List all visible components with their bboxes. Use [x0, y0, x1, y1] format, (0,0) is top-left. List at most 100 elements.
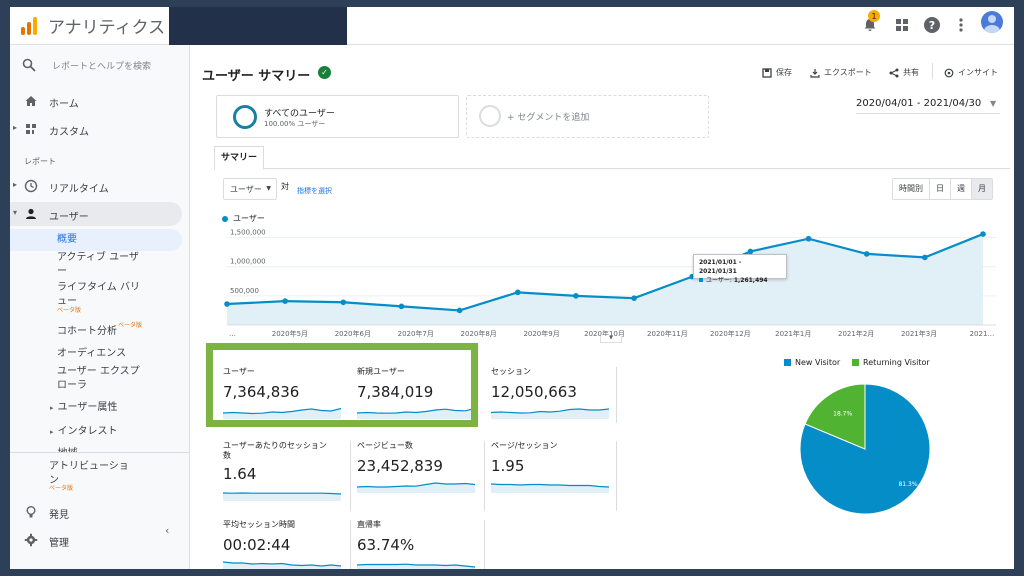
account-avatar[interactable]: [981, 11, 1003, 33]
date-range-picker[interactable]: 2020/04/01 - 2021/04/30: [856, 98, 982, 109]
sidebar-subitem-interests[interactable]: ▸ インタレスト: [50, 422, 118, 437]
sidebar-item-label: ホーム: [49, 99, 79, 110]
period-week-button[interactable]: 週: [951, 179, 972, 199]
expand-arrow-icon: ▸: [50, 450, 54, 452]
visitor-pie-chart[interactable]: 18.7% 81.3%: [795, 379, 935, 519]
legend-label: ユーザー: [233, 214, 265, 223]
segment-percentage: 100.00% ユーザー: [264, 120, 326, 128]
scorecard-name: ユーザー: [223, 367, 255, 376]
account-selector-redacted[interactable]: [169, 7, 347, 45]
x-tick-label: 2021年1月: [775, 329, 811, 338]
analytics-logo-icon[interactable]: [18, 15, 40, 37]
notifications-bell-icon[interactable]: 1: [860, 10, 880, 35]
sidebar-subitem-label: ユーザー属性: [57, 402, 118, 413]
chevron-down-icon[interactable]: ▼: [990, 99, 997, 108]
sidebar-subitem-geo[interactable]: ▸ 地域: [50, 444, 78, 452]
sparkline-line: [491, 483, 609, 488]
scorecard-value: 00:02:44: [223, 536, 291, 554]
pie-slice-new-visitor[interactable]: [799, 383, 931, 515]
chart-expand-handle[interactable]: ▼: [600, 336, 622, 343]
x-tick-label: 2020年11月: [647, 329, 688, 338]
tooltip-period: 2021/01/01 - 2021/01/31: [699, 259, 742, 275]
period-month-button[interactable]: 月: [972, 179, 992, 199]
data-point[interactable]: [456, 307, 463, 314]
sidebar-item-label: カスタム: [49, 127, 89, 138]
insights-icon: [944, 68, 954, 77]
data-point[interactable]: [340, 299, 347, 306]
sidebar-item-home[interactable]: ホーム: [10, 89, 182, 113]
y-tick-label: 1,000,000: [230, 258, 266, 266]
pie-slice-returning-visitor[interactable]: [804, 383, 866, 450]
sidebar-subitem-lifetime-value[interactable]: ライフタイム バリ ュー ベータ版: [10, 281, 182, 317]
select-metric-link[interactable]: 指標を選択: [297, 187, 332, 195]
scorecard[interactable]: 直帰率 63.74%: [354, 520, 476, 569]
legend-label: Returning Visitor: [863, 358, 930, 367]
period-day-button[interactable]: 日: [930, 179, 951, 199]
scorecard[interactable]: ページ/セッション 1.95: [488, 441, 610, 497]
sidebar-item-users[interactable]: ▾ ユーザー: [10, 202, 182, 226]
export-button[interactable]: エクスポート: [810, 67, 872, 78]
save-button[interactable]: 保存: [762, 67, 792, 78]
sidebar-subitem-active-users[interactable]: アクティブ ユーザ ー: [10, 251, 182, 279]
data-point[interactable]: [922, 254, 928, 261]
help-icon[interactable]: ?: [922, 15, 942, 35]
data-point[interactable]: [980, 231, 986, 237]
scorecard-name: 新規ユーザー: [357, 367, 405, 376]
x-tick-label: 2020年9月: [523, 329, 559, 338]
sparkline-area: [357, 408, 475, 419]
segment-all-users[interactable]: すべてのユーザー 100.00% ユーザー: [216, 95, 459, 138]
sidebar-subitem-label: アクティブ ユーザ: [57, 252, 139, 263]
sidebar-item-discover[interactable]: 発見: [10, 500, 182, 524]
scorecard[interactable]: 新規ユーザー 7,384,019: [354, 367, 476, 423]
data-point[interactable]: [631, 295, 637, 301]
sidebar-item-realtime[interactable]: ▸ リアルタイム: [10, 174, 182, 198]
scorecard[interactable]: ユーザー 7,364,836: [220, 367, 342, 423]
insights-button[interactable]: インサイト: [944, 67, 998, 78]
tab-summary[interactable]: サマリー: [214, 146, 264, 170]
data-point[interactable]: [747, 248, 754, 255]
highlight-box: [206, 343, 478, 427]
sidebar-item-attribution[interactable]: アトリビューショ ン ベータ版: [10, 455, 182, 492]
sidebar-subitem-overview[interactable]: 概要: [10, 229, 182, 251]
scorecard-sparkline: [491, 408, 609, 419]
collapse-arrow-icon: ▾: [13, 208, 18, 217]
sidebar-subitem-cohort[interactable]: コホート分析 ベータ版: [10, 322, 182, 341]
expand-arrow-icon: ▸: [13, 180, 18, 189]
sidebar-subitem-demographics[interactable]: ▸ ユーザー属性: [50, 398, 117, 413]
share-button[interactable]: 共有: [889, 67, 919, 78]
data-point[interactable]: [514, 289, 521, 296]
apps-grid-icon[interactable]: [892, 15, 912, 35]
data-point[interactable]: [863, 251, 870, 257]
data-point[interactable]: [282, 298, 288, 304]
more-vert-icon[interactable]: [951, 15, 971, 35]
sidebar-item-custom[interactable]: ▸ カスタム: [10, 117, 182, 141]
sidebar-subitem-label: ユーザー エクスプ: [57, 366, 140, 377]
x-tick-label: 2020年5月: [272, 329, 308, 338]
reports-section-label: レポート: [24, 157, 56, 166]
users-line-chart[interactable]: 500,000 1,000,000 1,500,000 … 2020年5月 2020年6月…: [190, 223, 1014, 341]
sidebar-search[interactable]: レポートとヘルプを検索: [10, 53, 190, 81]
scorecard[interactable]: ユーザーあたりのセッション数 1.64: [220, 441, 342, 501]
scorecard-sparkline: [223, 492, 341, 501]
scorecard[interactable]: 平均セッション時間 00:02:44: [220, 520, 342, 569]
add-segment-button[interactable]: + セグメントを追加: [466, 95, 709, 138]
scorecard-sparkline: [223, 561, 341, 569]
data-point[interactable]: [224, 301, 230, 307]
sidebar-subitem-label: 地域: [58, 448, 78, 452]
main-content: ユーザー サマリー ✓ 保存 エクスポート 共有 インサイト すべてのユーザー …: [190, 45, 1014, 569]
scorecard[interactable]: ページビュー数 23,452,839: [354, 441, 476, 497]
sidebar-item-admin[interactable]: 管理: [10, 528, 182, 552]
sidebar-subitem-user-explorer[interactable]: ユーザー エクスプ ローラ: [10, 365, 182, 395]
period-hourly-button[interactable]: 時間別: [893, 179, 930, 199]
data-point[interactable]: [805, 235, 812, 242]
metric-dropdown[interactable]: ユーザー ▼: [223, 178, 277, 200]
sidebar-item-label: ユーザー: [49, 212, 89, 223]
data-point[interactable]: [573, 293, 579, 299]
data-point[interactable]: [398, 303, 405, 310]
sidebar-subitem-audience[interactable]: オーディエンス: [10, 345, 182, 363]
sidebar-item-label: アトリビューショ: [49, 461, 129, 472]
sidebar: レポートとヘルプを検索 ホーム ▸ カスタム レポート ▸ リアルタイム ▾ ユ…: [10, 45, 190, 569]
scorecard[interactable]: セッション 12,050,663: [488, 367, 610, 423]
gear-icon: [24, 533, 38, 547]
collapse-sidebar-chevron-icon[interactable]: ‹: [165, 524, 170, 537]
